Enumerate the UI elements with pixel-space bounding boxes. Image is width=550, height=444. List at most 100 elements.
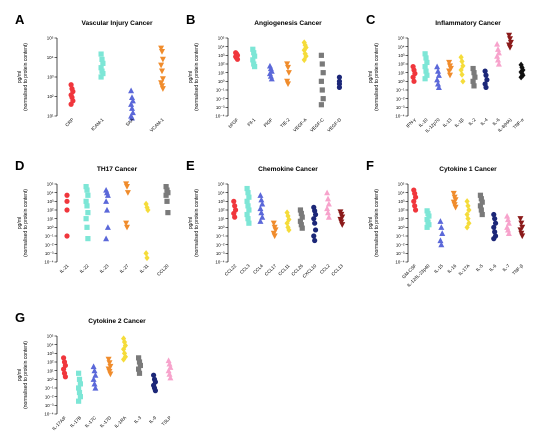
data-point — [151, 372, 157, 378]
y-tick-label: 10³ — [218, 199, 225, 204]
x-tick-label: VEGF-C — [309, 117, 325, 133]
data-point — [325, 200, 332, 207]
panel-title: Cytokine 1 Cancer — [439, 166, 497, 173]
x-tick-label: IFN-γ — [405, 117, 417, 129]
panel-title: TH17 Cancer — [97, 166, 138, 173]
data-point — [64, 198, 70, 204]
x-tick-label: IL-13 — [442, 117, 453, 128]
data-point — [520, 66, 526, 74]
data-point — [437, 218, 444, 224]
data-point — [505, 220, 512, 226]
data-point — [245, 190, 251, 196]
data-point — [325, 195, 331, 202]
data-point — [286, 226, 292, 234]
data-point — [434, 63, 441, 70]
panel-title: Inflammatory Cancer — [435, 20, 501, 27]
data-point — [426, 213, 432, 219]
category-TNF-β — [517, 216, 526, 240]
y-tick-label: 10⁻¹ — [216, 88, 225, 93]
category-ICAM-1 — [98, 51, 106, 80]
data-point — [479, 211, 485, 218]
data-point — [478, 207, 484, 213]
data-point — [506, 32, 513, 39]
y-tick-label: 10³ — [398, 199, 405, 204]
data-point — [504, 212, 511, 219]
data-point — [320, 96, 326, 102]
data-point — [518, 220, 525, 227]
data-point — [61, 366, 67, 372]
data-point — [61, 355, 67, 361]
x-tick-label: IL-5 — [475, 263, 484, 272]
data-point — [244, 211, 250, 218]
data-point — [284, 209, 290, 216]
category-IL-23 — [103, 186, 111, 242]
panel-letter: F — [366, 158, 374, 173]
data-point — [68, 101, 74, 107]
x-tick-label: IL-31 — [139, 263, 150, 274]
data-point — [105, 356, 112, 363]
data-point — [495, 56, 501, 63]
y-axis-label-2: (normalised to protein content) — [23, 43, 29, 111]
data-point — [250, 57, 256, 63]
y-axis-label: pg/ml — [188, 71, 194, 83]
x-tick-label: IL-6 — [488, 263, 497, 272]
y-tick-label: 10⁰ — [218, 79, 225, 84]
data-point — [325, 209, 331, 216]
category-VCAM-1 — [158, 45, 166, 92]
data-point — [517, 227, 524, 234]
data-point — [424, 224, 430, 230]
data-point — [435, 68, 441, 74]
data-point — [166, 360, 173, 367]
x-tick-label: ICAM-1 — [90, 117, 105, 132]
y-tick-label: 10⁻² — [396, 96, 405, 101]
x-tick-label: IL-2 — [468, 117, 477, 126]
panel-G: G Cytokine 2 Cancer pg/ml (normalised to pr… — [15, 310, 174, 431]
data-point — [324, 189, 331, 196]
y-tick-label: 10⁻¹ — [396, 88, 405, 93]
y-tick-label: 10³ — [398, 53, 405, 58]
category-IL-22 — [83, 184, 91, 242]
category-TNF-α — [518, 61, 526, 81]
data-point — [450, 190, 457, 197]
data-point — [64, 207, 70, 213]
data-point — [90, 363, 97, 370]
data-point — [100, 70, 106, 77]
data-point — [166, 371, 173, 377]
data-point — [271, 233, 278, 240]
y-tick-label: 10⁴ — [398, 44, 405, 49]
data-point — [64, 233, 70, 239]
y-axis-label: pg/ml — [368, 217, 374, 229]
category-CCL17 — [270, 220, 279, 240]
y-tick-label: 10⁻³ — [45, 251, 54, 256]
data-point — [129, 105, 135, 111]
data-point — [336, 84, 343, 90]
data-point — [76, 376, 83, 382]
data-point — [124, 184, 130, 190]
data-point — [412, 207, 419, 213]
category-IL-6 — [494, 40, 502, 67]
category-IL-12p70 — [434, 63, 442, 90]
data-point — [163, 192, 169, 198]
category-VEGF-A — [301, 39, 309, 64]
x-tick-label: TSLP — [161, 415, 173, 427]
y-tick-label: 10⁰ — [398, 225, 405, 230]
data-point — [470, 65, 476, 72]
x-tick-label: TIE-2 — [279, 117, 291, 129]
data-point — [311, 216, 317, 222]
data-point — [129, 94, 135, 100]
y-tick-label: 10⁴ — [47, 190, 54, 195]
y-tick-label: 10⁻⁴ — [44, 260, 53, 265]
y-tick-label: 10³ — [47, 199, 54, 204]
data-point — [518, 73, 524, 81]
category-IL-15 — [437, 218, 446, 248]
x-tick-label: IL-16 — [446, 263, 457, 274]
y-axis-label: pg/ml — [17, 71, 23, 83]
data-point — [164, 198, 170, 204]
panel-D: D TH17 Cancer pg/ml (normalised to protein … — [15, 158, 171, 277]
data-point — [494, 40, 501, 47]
data-point — [505, 230, 512, 236]
data-point — [325, 214, 332, 220]
data-point — [231, 198, 237, 204]
category-CCL11 — [284, 209, 292, 234]
